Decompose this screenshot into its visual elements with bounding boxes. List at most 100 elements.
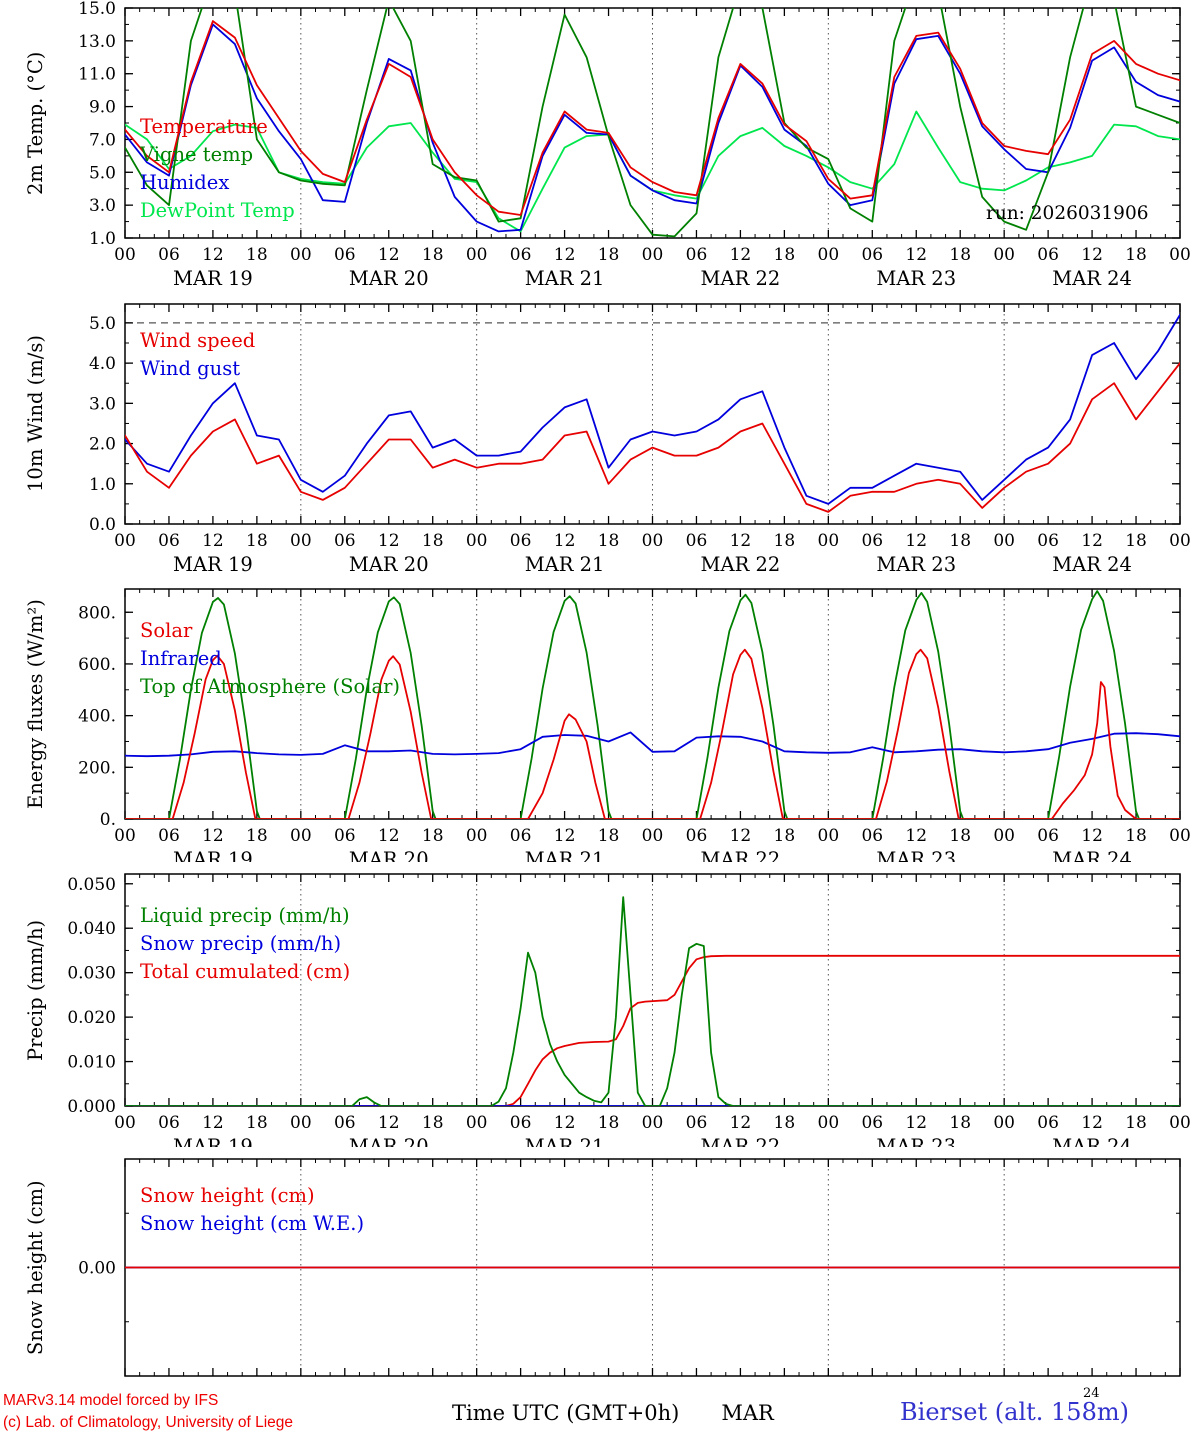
svg-text:06: 06 xyxy=(334,531,356,551)
legend-vigne-temp: Vigne temp xyxy=(140,143,254,166)
svg-text:06: 06 xyxy=(1037,1113,1059,1133)
svg-text:06: 06 xyxy=(510,245,532,265)
svg-text:18: 18 xyxy=(422,245,444,265)
legend-infrared: Infrared xyxy=(140,647,222,670)
svg-text:4.0: 4.0 xyxy=(89,354,116,374)
svg-text:12: 12 xyxy=(202,245,224,265)
svg-text:18: 18 xyxy=(598,1113,620,1133)
svg-text:06: 06 xyxy=(686,1113,708,1133)
month-label: MAR xyxy=(721,1401,774,1425)
svg-text:00: 00 xyxy=(818,245,840,265)
svg-text:MAR 20: MAR 20 xyxy=(349,848,429,862)
svg-text:12: 12 xyxy=(905,1113,927,1133)
run-label: run: 2026031906 xyxy=(986,203,1149,224)
svg-text:06: 06 xyxy=(1037,531,1059,551)
legend-dewpoint-temp: DewPoint Temp xyxy=(140,199,295,222)
legend-humidex: Humidex xyxy=(140,171,230,194)
svg-text:00: 00 xyxy=(290,826,312,846)
svg-text:06: 06 xyxy=(334,245,356,265)
svg-text:12: 12 xyxy=(202,1113,224,1133)
svg-text:12: 12 xyxy=(554,531,576,551)
svg-text:06: 06 xyxy=(1037,245,1059,265)
svg-text:0.010: 0.010 xyxy=(67,1053,116,1073)
svg-text:18: 18 xyxy=(598,245,620,265)
svg-text:18: 18 xyxy=(949,1113,971,1133)
svg-text:00: 00 xyxy=(290,531,312,551)
svg-text:06: 06 xyxy=(334,826,356,846)
model-credit: MARv3.14 model forced by IFS (c) Lab. of… xyxy=(3,1390,293,1434)
svg-text:00: 00 xyxy=(642,826,664,846)
svg-text:13.0: 13.0 xyxy=(78,32,116,52)
svg-text:0.050: 0.050 xyxy=(67,875,116,895)
svg-text:06: 06 xyxy=(158,1113,180,1133)
svg-text:00: 00 xyxy=(466,1113,488,1133)
svg-text:MAR 19: MAR 19 xyxy=(173,1135,253,1147)
svg-text:12: 12 xyxy=(1081,531,1103,551)
svg-text:18: 18 xyxy=(774,826,796,846)
wind-chart: 00 06 12 18 00 06 12 18 00 06 12 18 00 06 12 18 00 06 12 18… xyxy=(89,303,1191,576)
svg-text:12: 12 xyxy=(554,1113,576,1133)
svg-text:12: 12 xyxy=(378,531,400,551)
time-axis-label: Time UTC (GMT+0h) MAR xyxy=(452,1401,774,1425)
svg-text:18: 18 xyxy=(1125,1113,1147,1133)
svg-text:15.0: 15.0 xyxy=(78,0,116,19)
snow-height-panel: Snow height (cm) 0.00 Snow height (cm) S… xyxy=(0,1147,1194,1385)
svg-text:MAR 20: MAR 20 xyxy=(349,267,429,290)
svg-text:06: 06 xyxy=(334,1113,356,1133)
svg-text:MAR 24: MAR 24 xyxy=(1052,848,1132,862)
svg-text:MAR 20: MAR 20 xyxy=(349,1135,429,1147)
svg-text:400.: 400. xyxy=(78,707,116,727)
svg-text:06: 06 xyxy=(510,826,532,846)
svg-text:00: 00 xyxy=(114,1113,136,1133)
precip-chart: 00 06 12 18 00 06 12 18 00 06 12 18 00 06 12 18 00 06 12 18… xyxy=(67,873,1191,1147)
svg-text:12: 12 xyxy=(1081,1113,1103,1133)
time-utc-label: Time UTC (GMT+0h) xyxy=(452,1401,680,1425)
svg-text:18: 18 xyxy=(774,1113,796,1133)
svg-text:00: 00 xyxy=(642,245,664,265)
legend-wind-speed: Wind speed xyxy=(140,329,256,352)
svg-text:00: 00 xyxy=(993,531,1015,551)
svg-text:00: 00 xyxy=(993,1113,1015,1133)
svg-text:18: 18 xyxy=(246,826,268,846)
svg-text:12: 12 xyxy=(378,826,400,846)
svg-text:00: 00 xyxy=(466,531,488,551)
svg-text:18: 18 xyxy=(422,1113,444,1133)
svg-text:06: 06 xyxy=(686,245,708,265)
svg-text:3.0: 3.0 xyxy=(89,394,116,414)
svg-text:600.: 600. xyxy=(78,655,116,675)
svg-text:18: 18 xyxy=(949,826,971,846)
svg-text:MAR 21: MAR 21 xyxy=(525,553,605,576)
svg-text:00: 00 xyxy=(818,826,840,846)
svg-text:00: 00 xyxy=(466,826,488,846)
svg-text:MAR 21: MAR 21 xyxy=(525,1135,605,1147)
svg-text:00: 00 xyxy=(1169,1113,1191,1133)
svg-text:00: 00 xyxy=(993,826,1015,846)
svg-text:06: 06 xyxy=(686,826,708,846)
station-label: Bierset (alt. 158m) xyxy=(900,1398,1129,1426)
legend-total-cumulated: Total cumulated (cm) xyxy=(140,960,351,983)
svg-text:12: 12 xyxy=(202,826,224,846)
svg-text:00: 00 xyxy=(1169,245,1191,265)
svg-text:12: 12 xyxy=(1081,826,1103,846)
footer: MARv3.14 model forced by IFS (c) Lab. of… xyxy=(0,1385,1194,1440)
svg-text:06: 06 xyxy=(158,245,180,265)
legend-snow-precip: Snow precip (mm/h) xyxy=(140,932,342,955)
svg-text:18: 18 xyxy=(949,245,971,265)
svg-text:18: 18 xyxy=(774,245,796,265)
svg-text:MAR 19: MAR 19 xyxy=(173,267,253,290)
svg-text:MAR 23: MAR 23 xyxy=(876,848,956,862)
svg-text:00: 00 xyxy=(114,531,136,551)
svg-text:18: 18 xyxy=(598,531,620,551)
wind-panel: 10m Wind (m/s) 00 06 12 18 00 06 12 18 00 06 12 18 0… xyxy=(0,292,1194,577)
svg-text:0.020: 0.020 xyxy=(67,1008,116,1028)
energy-flux-panel: Energy fluxes (W/m²) 00 06 12 18 00 06 12 18 00 0… xyxy=(0,577,1194,862)
svg-text:5.0: 5.0 xyxy=(89,314,116,334)
svg-text:18: 18 xyxy=(246,531,268,551)
svg-text:MAR 22: MAR 22 xyxy=(701,848,781,862)
svg-text:0.: 0. xyxy=(100,810,116,830)
svg-text:MAR 24: MAR 24 xyxy=(1052,553,1132,576)
svg-text:06: 06 xyxy=(158,531,180,551)
svg-text:MAR 22: MAR 22 xyxy=(701,553,781,576)
svg-text:MAR 22: MAR 22 xyxy=(701,267,781,290)
svg-text:12: 12 xyxy=(730,826,752,846)
